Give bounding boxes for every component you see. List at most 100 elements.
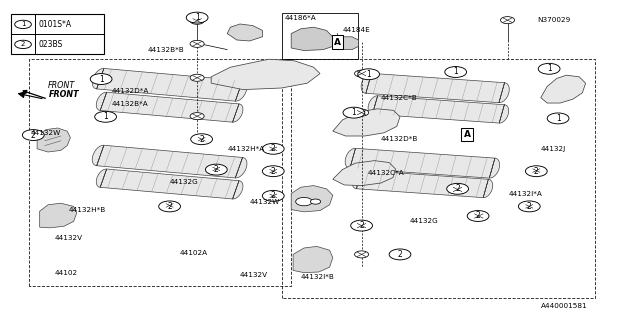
- Text: 2: 2: [271, 144, 276, 153]
- Text: 2: 2: [214, 165, 219, 174]
- Text: 44132J: 44132J: [541, 146, 566, 152]
- Text: 44132G: 44132G: [410, 218, 438, 224]
- Circle shape: [190, 40, 204, 47]
- Circle shape: [211, 166, 222, 172]
- Circle shape: [355, 222, 369, 229]
- Text: A: A: [464, 130, 470, 139]
- Text: 2: 2: [271, 167, 276, 176]
- Text: 2: 2: [167, 202, 172, 211]
- Polygon shape: [227, 24, 262, 41]
- Bar: [11, 14, 104, 54]
- Polygon shape: [541, 75, 586, 103]
- Circle shape: [343, 107, 365, 118]
- Circle shape: [447, 183, 468, 194]
- Circle shape: [355, 251, 369, 258]
- Text: 44132D*B: 44132D*B: [381, 136, 418, 142]
- Text: 44132G: 44132G: [170, 180, 198, 185]
- Polygon shape: [96, 92, 243, 122]
- Text: 1: 1: [20, 21, 26, 28]
- Circle shape: [268, 146, 279, 152]
- Circle shape: [538, 63, 560, 74]
- Text: 1: 1: [556, 114, 561, 123]
- Text: A440001581: A440001581: [541, 303, 588, 308]
- Circle shape: [190, 17, 204, 24]
- Text: 44102A: 44102A: [179, 250, 207, 256]
- Text: 44132V: 44132V: [54, 236, 83, 241]
- Text: 2: 2: [455, 184, 460, 193]
- Circle shape: [262, 166, 284, 177]
- Text: 44132V: 44132V: [240, 272, 268, 278]
- Text: 1: 1: [366, 70, 371, 79]
- Circle shape: [451, 186, 465, 193]
- Text: FRONT: FRONT: [48, 81, 76, 90]
- Circle shape: [190, 74, 204, 81]
- Text: 44132W: 44132W: [250, 199, 280, 204]
- Text: 2: 2: [31, 131, 36, 140]
- Circle shape: [159, 201, 180, 212]
- Circle shape: [518, 201, 540, 212]
- Circle shape: [268, 193, 279, 199]
- Text: 2: 2: [359, 221, 364, 230]
- Polygon shape: [92, 145, 247, 178]
- Text: 2: 2: [397, 250, 403, 259]
- Circle shape: [310, 199, 321, 204]
- Circle shape: [524, 204, 535, 209]
- Circle shape: [196, 136, 207, 142]
- Circle shape: [500, 17, 515, 24]
- Text: 44132C*B: 44132C*B: [381, 95, 417, 100]
- Text: 44132B*A: 44132B*A: [112, 101, 148, 107]
- Text: 1: 1: [99, 75, 104, 84]
- Circle shape: [296, 197, 312, 206]
- Polygon shape: [293, 246, 333, 273]
- Text: 44132H*A: 44132H*A: [227, 146, 264, 152]
- Polygon shape: [37, 128, 70, 152]
- Polygon shape: [333, 37, 358, 50]
- Circle shape: [268, 168, 279, 174]
- Text: A: A: [334, 38, 340, 47]
- Circle shape: [191, 134, 212, 145]
- Circle shape: [358, 69, 380, 80]
- Circle shape: [15, 20, 31, 28]
- Text: 44132C*A: 44132C*A: [368, 170, 404, 176]
- Text: 44102: 44102: [54, 270, 77, 276]
- Circle shape: [95, 111, 116, 122]
- Circle shape: [531, 168, 542, 173]
- Polygon shape: [352, 170, 493, 198]
- Polygon shape: [96, 169, 243, 199]
- Circle shape: [351, 220, 372, 231]
- Text: 44132W: 44132W: [31, 130, 61, 136]
- Circle shape: [389, 249, 411, 260]
- Text: 0101S*A: 0101S*A: [38, 20, 72, 29]
- Polygon shape: [92, 68, 247, 101]
- Text: FRONT: FRONT: [49, 90, 80, 99]
- Text: 44184E: 44184E: [342, 28, 370, 33]
- Polygon shape: [291, 27, 333, 51]
- Polygon shape: [345, 148, 500, 178]
- Text: 2: 2: [476, 212, 481, 220]
- Text: 1: 1: [547, 64, 552, 73]
- Text: 1: 1: [453, 68, 458, 76]
- Text: 44132I*B: 44132I*B: [301, 274, 335, 280]
- Text: 1: 1: [351, 108, 356, 117]
- Text: 44132I*A: 44132I*A: [509, 191, 543, 196]
- Circle shape: [190, 113, 204, 120]
- Text: 44132D*A: 44132D*A: [112, 88, 149, 94]
- Text: 1: 1: [103, 112, 108, 121]
- Circle shape: [15, 40, 31, 49]
- Circle shape: [355, 109, 369, 116]
- Text: 44132H*B: 44132H*B: [69, 207, 106, 212]
- Text: 1: 1: [195, 13, 200, 22]
- Polygon shape: [40, 203, 77, 228]
- Text: 2: 2: [199, 135, 204, 144]
- Circle shape: [205, 164, 227, 175]
- Circle shape: [445, 67, 467, 77]
- Polygon shape: [333, 109, 400, 136]
- Text: 2: 2: [271, 191, 276, 200]
- Text: 023BS: 023BS: [38, 40, 63, 49]
- Circle shape: [467, 211, 489, 221]
- Circle shape: [186, 12, 208, 23]
- Text: 2: 2: [527, 202, 532, 211]
- Polygon shape: [211, 59, 320, 90]
- Circle shape: [262, 143, 284, 154]
- Circle shape: [472, 212, 486, 220]
